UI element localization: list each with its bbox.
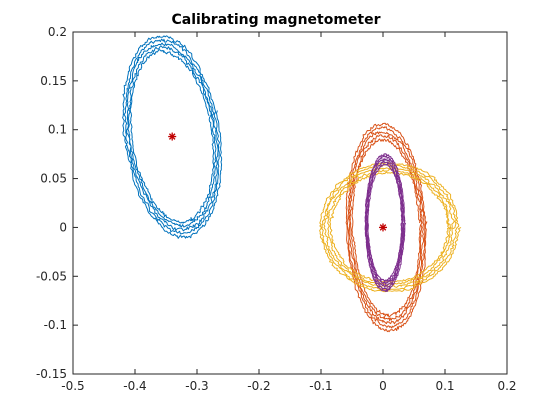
x-tick-label: -0.4 — [123, 379, 146, 393]
y-tick-label: 0.15 — [40, 74, 67, 88]
x-axis: -0.5 -0.4 -0.3 -0.2 -0.1 0 0.1 0.2 — [61, 32, 517, 393]
center-marker-stroke — [379, 224, 387, 231]
x-tick-label: 0.2 — [497, 379, 516, 393]
x-tick-label: -0.5 — [61, 379, 84, 393]
x-tick-label: 0.1 — [435, 379, 454, 393]
x-tick-label: 0 — [379, 379, 387, 393]
x-tick-label: -0.3 — [185, 379, 208, 393]
y-tick-label: 0.2 — [48, 25, 67, 39]
y-tick-label: -0.05 — [36, 269, 67, 283]
series-line-2 — [345, 122, 428, 333]
y-tick-label: -0.15 — [36, 367, 67, 381]
marker-layer — [168, 132, 387, 232]
y-axis: -0.15 -0.1 -0.05 0 0.05 0.1 0.15 0.2 — [36, 25, 507, 381]
y-tick-label: 0.05 — [40, 172, 67, 186]
center-marker-2 — [379, 223, 387, 232]
chart-title: Calibrating magnetometer — [171, 12, 380, 28]
center-marker-stroke — [168, 133, 176, 140]
y-tick-label: 0 — [59, 220, 67, 234]
x-tick-label: -0.2 — [247, 379, 270, 393]
series-line-4 — [364, 153, 407, 292]
center-marker-1 — [168, 132, 177, 141]
axes-box — [72, 31, 508, 375]
y-tick-label: -0.1 — [44, 318, 67, 332]
series-line-1 — [122, 35, 223, 239]
y-tick-label: 0.1 — [48, 123, 67, 137]
series-line-3 — [319, 161, 462, 293]
series-layer — [122, 35, 462, 333]
x-tick-label: -0.1 — [309, 379, 332, 393]
